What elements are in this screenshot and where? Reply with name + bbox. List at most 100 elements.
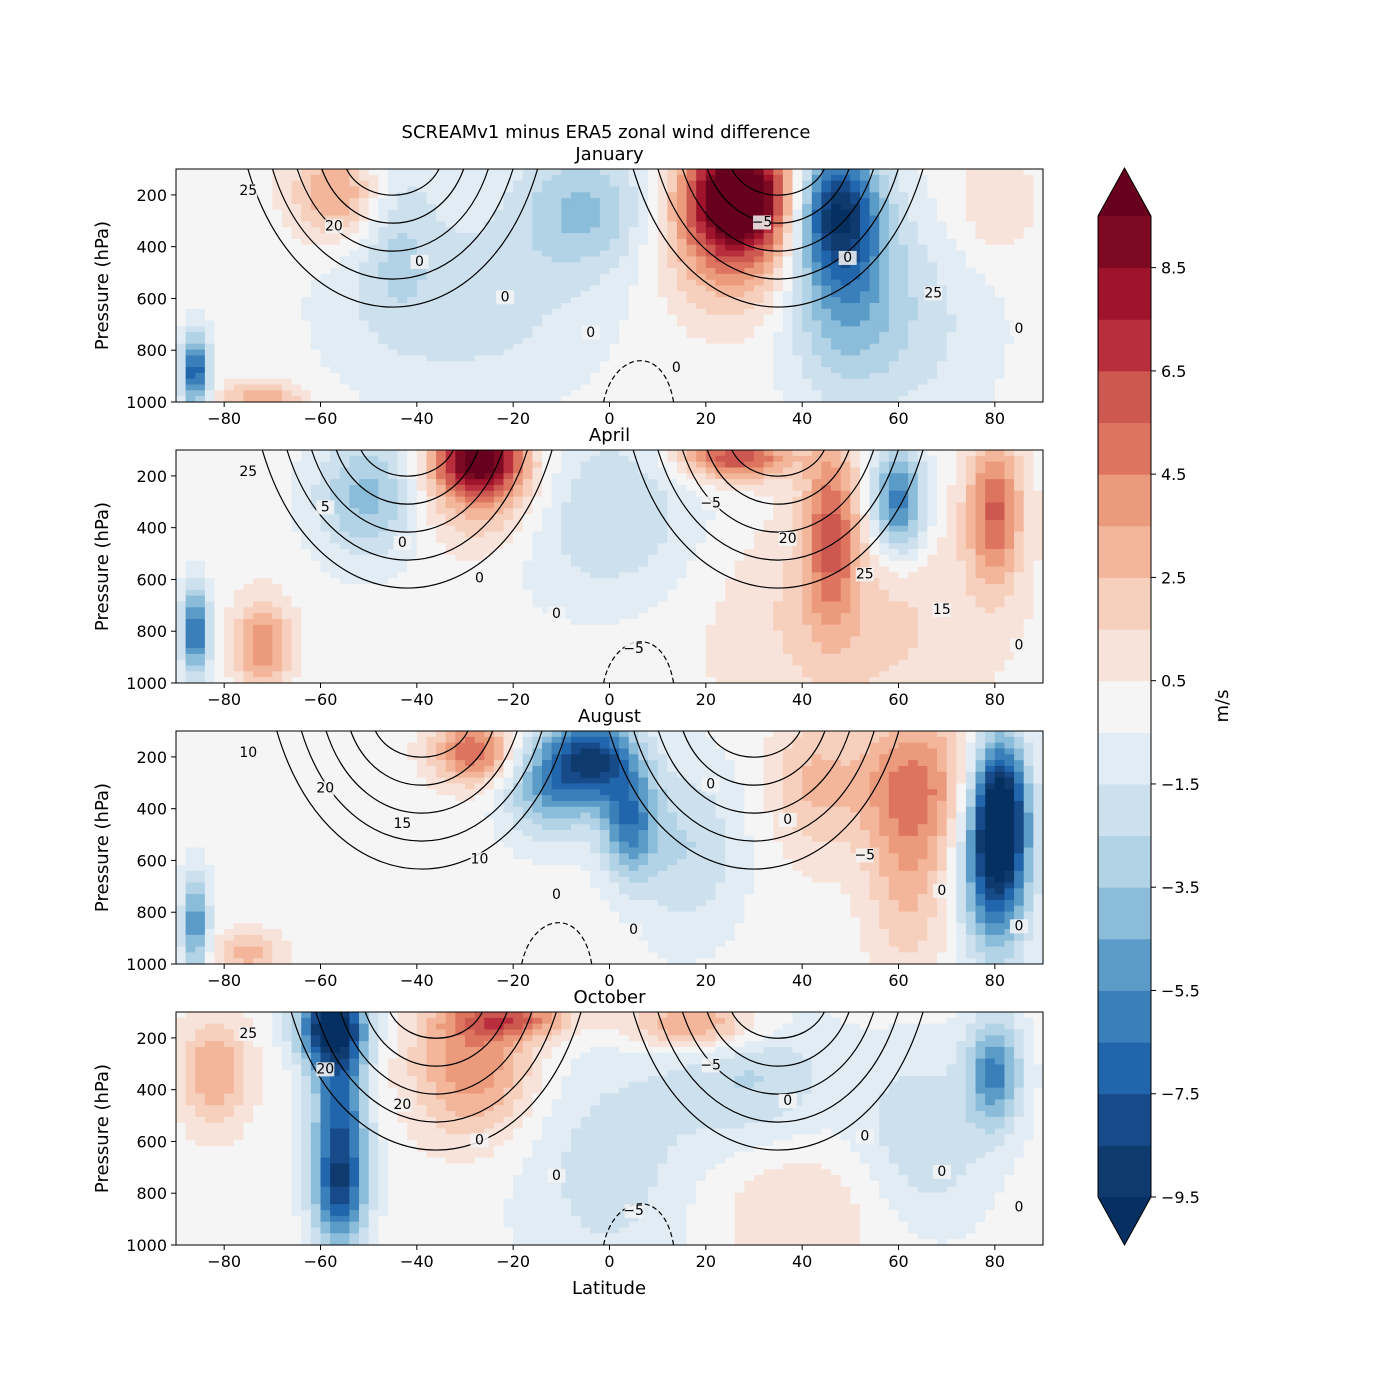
- heatmap-cell: [281, 302, 293, 310]
- heatmap-cell: [754, 320, 765, 327]
- heatmap-cell: [272, 665, 283, 672]
- heatmap-cell: [378, 297, 389, 304]
- heatmap-cell: [465, 308, 476, 316]
- heatmap-cell: [956, 169, 967, 176]
- heatmap-cell: [378, 244, 389, 252]
- heatmap-cell: [204, 285, 216, 292]
- heatmap-cell: [465, 519, 476, 527]
- heatmap-cell: [195, 624, 206, 632]
- heatmap-cell: [1004, 297, 1015, 304]
- heatmap-cell: [397, 589, 408, 597]
- heatmap-cell: [850, 314, 861, 322]
- heatmap-cell: [426, 349, 437, 356]
- heatmap-cell: [1033, 203, 1044, 211]
- heatmap-cell: [233, 467, 245, 474]
- heatmap-cell: [734, 291, 745, 298]
- heatmap-cell: [570, 308, 582, 316]
- heatmap-cell: [657, 174, 668, 182]
- heatmap-cell: [1004, 256, 1015, 263]
- heatmap-cell: [493, 320, 505, 327]
- heatmap-cell: [696, 238, 707, 246]
- heatmap-cell: [320, 543, 331, 550]
- heatmap-cell: [262, 169, 273, 176]
- heatmap-cell: [831, 308, 842, 316]
- heatmap-cell: [1023, 198, 1034, 205]
- heatmap-cell: [368, 361, 379, 368]
- heatmap-cell: [301, 554, 312, 562]
- heatmap-cell: [214, 624, 225, 632]
- heatmap-cell: [705, 367, 717, 374]
- heatmap-cell: [320, 209, 331, 217]
- heatmap-cell: [570, 273, 582, 281]
- heatmap-cell: [609, 396, 620, 403]
- heatmap-cell: [301, 613, 312, 620]
- heatmap-cell: [696, 297, 707, 304]
- heatmap-cell: [339, 215, 350, 223]
- heatmap-cell: [628, 273, 639, 281]
- heatmap-cell: [580, 367, 591, 374]
- heatmap-cell: [368, 578, 379, 585]
- heatmap-cell: [195, 467, 206, 474]
- heatmap-cell: [330, 583, 341, 591]
- heatmap-cell: [281, 279, 293, 287]
- heatmap-cell: [532, 332, 543, 339]
- heatmap-cell: [426, 578, 437, 585]
- heatmap-cell: [204, 624, 216, 632]
- heatmap-cell: [484, 554, 495, 562]
- heatmap-cell: [474, 525, 485, 533]
- heatmap-cell: [291, 262, 302, 269]
- heatmap-cell: [426, 554, 437, 562]
- x-tick-label: 80: [985, 409, 1005, 428]
- heatmap-cell: [638, 291, 649, 298]
- heatmap-cell: [522, 244, 534, 252]
- heatmap-cell: [705, 372, 717, 380]
- heatmap-cell: [1023, 337, 1034, 345]
- heatmap-cell: [320, 238, 331, 246]
- heatmap-cell: [281, 578, 293, 585]
- heatmap-cell: [1023, 221, 1034, 228]
- heatmap-cell: [359, 665, 370, 672]
- heatmap-cell: [320, 285, 331, 292]
- heatmap-cell: [859, 233, 871, 240]
- heatmap-cell: [773, 355, 784, 362]
- heatmap-cell: [1023, 273, 1034, 281]
- heatmap-cell: [975, 372, 986, 380]
- heatmap-cell: [204, 320, 216, 327]
- heatmap-cell: [455, 455, 466, 463]
- heatmap-cell: [339, 169, 350, 176]
- heatmap-cell: [272, 198, 283, 205]
- heatmap-cell: [416, 279, 428, 287]
- heatmap-cell: [243, 268, 254, 275]
- heatmap-cell: [359, 496, 370, 504]
- heatmap-cell: [176, 630, 187, 637]
- heatmap-cell: [407, 613, 418, 620]
- heatmap-cell: [233, 560, 245, 568]
- heatmap-cell: [330, 203, 341, 211]
- heatmap-cell: [782, 279, 794, 287]
- heatmap-cell: [349, 648, 360, 655]
- heatmap-cell: [378, 589, 389, 597]
- heatmap-cell: [590, 174, 601, 182]
- heatmap-cell: [407, 514, 418, 521]
- heatmap-cell: [378, 595, 389, 603]
- heatmap-cell: [176, 221, 187, 228]
- heatmap-cell: [330, 496, 341, 504]
- heatmap-cell: [253, 595, 264, 603]
- heatmap-cell: [542, 349, 553, 356]
- heatmap-cell: [985, 285, 996, 292]
- heatmap-cell: [484, 361, 495, 368]
- heatmap-cell: [792, 285, 803, 292]
- heatmap-cell: [985, 203, 996, 211]
- heatmap-cell: [840, 378, 851, 386]
- heatmap-cell: [648, 308, 659, 316]
- heatmap-cell: [445, 537, 456, 544]
- heatmap-cell: [291, 337, 302, 345]
- heatmap-cell: [754, 198, 765, 205]
- heatmap-cell: [590, 273, 601, 281]
- heatmap-cell: [195, 262, 206, 269]
- heatmap-cell: [378, 473, 389, 480]
- heatmap-cell: [233, 572, 245, 579]
- heatmap-cell: [725, 372, 736, 380]
- heatmap-cell: [725, 169, 736, 176]
- heatmap-cell: [1004, 361, 1015, 368]
